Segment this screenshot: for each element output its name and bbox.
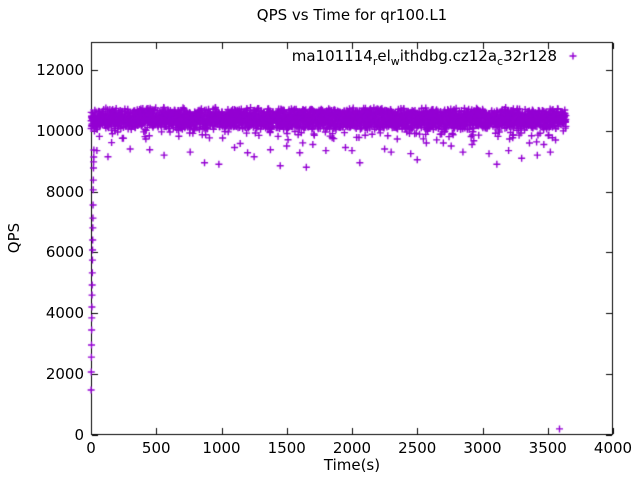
x-tick-label: 0 — [86, 439, 96, 457]
x-tick-label: 3000 — [463, 439, 502, 457]
legend-label-segment: w — [390, 55, 400, 68]
chart-title: QPS vs Time for qr100.L1 — [256, 6, 448, 24]
y-tick-label: 10000 — [36, 121, 84, 140]
legend-label-segment: 32r128 — [503, 47, 557, 65]
legend-label-segment: el — [377, 47, 391, 65]
y-tick-label: 0 — [74, 426, 84, 444]
legend-label-segment: r — [372, 55, 378, 68]
legend-label-segment: c — [497, 55, 504, 68]
x-tick-label: 1000 — [202, 439, 241, 457]
legend-label: ma101114relwithdbg.cz12ac32r128 — [291, 47, 557, 68]
x-tick-label: 3500 — [528, 439, 567, 457]
y-tick-label: 4000 — [45, 304, 84, 323]
y-tick-label: 2000 — [45, 365, 84, 384]
legend: ma101114relwithdbg.cz12ac32r128 — [292, 47, 557, 68]
legend-label-segment: ithdbg.cz12a — [399, 47, 498, 65]
y-tick-label: 6000 — [45, 243, 84, 262]
y-tick-label: 12000 — [36, 60, 84, 79]
x-axis-label: Time(s) — [323, 456, 381, 474]
x-tick-label: 500 — [141, 439, 171, 457]
y-tick-label: 8000 — [45, 182, 84, 201]
x-tick-label: 2500 — [398, 439, 437, 457]
x-tick-label: 1500 — [267, 439, 306, 457]
x-tick-label: 4000 — [593, 439, 633, 457]
legend-label-segment: ma101114 — [291, 47, 373, 65]
x-tick-label: 2000 — [332, 439, 372, 457]
